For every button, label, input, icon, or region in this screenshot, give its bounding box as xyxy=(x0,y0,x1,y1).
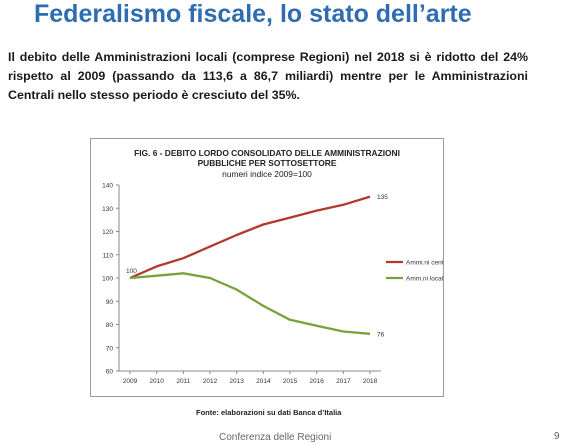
slide-title: Federalismo fiscale, lo stato dell’arte xyxy=(34,0,472,28)
intro-paragraph: Il debito delle Amministrazioni locali (… xyxy=(8,50,528,102)
chart-subtitle: numeri indice 2009=100 xyxy=(222,169,312,179)
y-tick-label: 120 xyxy=(102,229,113,236)
line-chart: 60 70 80 90 100 110 120 130 140 2009 2010 2011 2012 2… xyxy=(102,183,443,386)
legend-label: Ammi.ni centrali xyxy=(406,260,443,267)
data-label: 76 xyxy=(377,331,385,338)
x-tick-label: 2012 xyxy=(203,378,218,385)
y-tick-label: 140 xyxy=(102,183,113,190)
x-tick-label: 2017 xyxy=(336,378,351,385)
y-tick-label: 110 xyxy=(103,252,114,259)
y-tick-label: 70 xyxy=(106,345,114,352)
data-label: 135 xyxy=(377,194,388,201)
x-tick-label: 2018 xyxy=(363,378,378,385)
footer-text: Conferenza delle Regioni xyxy=(219,432,332,443)
chart-title-line1: FIG. 6 - DEBITO LORDO CONSOLIDATO DELLE … xyxy=(134,148,400,158)
data-label: 100 xyxy=(126,268,137,275)
y-tick-label: 130 xyxy=(102,206,113,213)
x-tick-label: 2013 xyxy=(229,378,244,385)
chart-container: FIG. 6 - DEBITO LORDO CONSOLIDATO DELLE … xyxy=(90,138,444,397)
x-tick-label: 2016 xyxy=(309,378,324,385)
series-line-0 xyxy=(129,195,371,280)
y-tick-label: 80 xyxy=(106,322,114,329)
x-tick-label: 2015 xyxy=(283,378,298,385)
series-line-1 xyxy=(129,272,371,335)
y-tick-label: 100 xyxy=(102,276,113,283)
x-tick-label: 2010 xyxy=(149,378,164,385)
x-tick-label: 2009 xyxy=(123,378,138,385)
page-number: 9 xyxy=(554,431,560,442)
x-tick-label: 2014 xyxy=(256,378,271,385)
y-tick-label: 60 xyxy=(106,369,114,376)
y-tick-label: 90 xyxy=(106,299,114,306)
legend-label: Amm.ni locali xyxy=(406,276,443,283)
source-note: Fonte: elaborazioni su dati Banca d’Ital… xyxy=(196,408,342,417)
x-tick-label: 2011 xyxy=(176,378,190,385)
chart-title-line2: PUBBLICHE PER SOTTOSETTORE xyxy=(197,158,337,168)
